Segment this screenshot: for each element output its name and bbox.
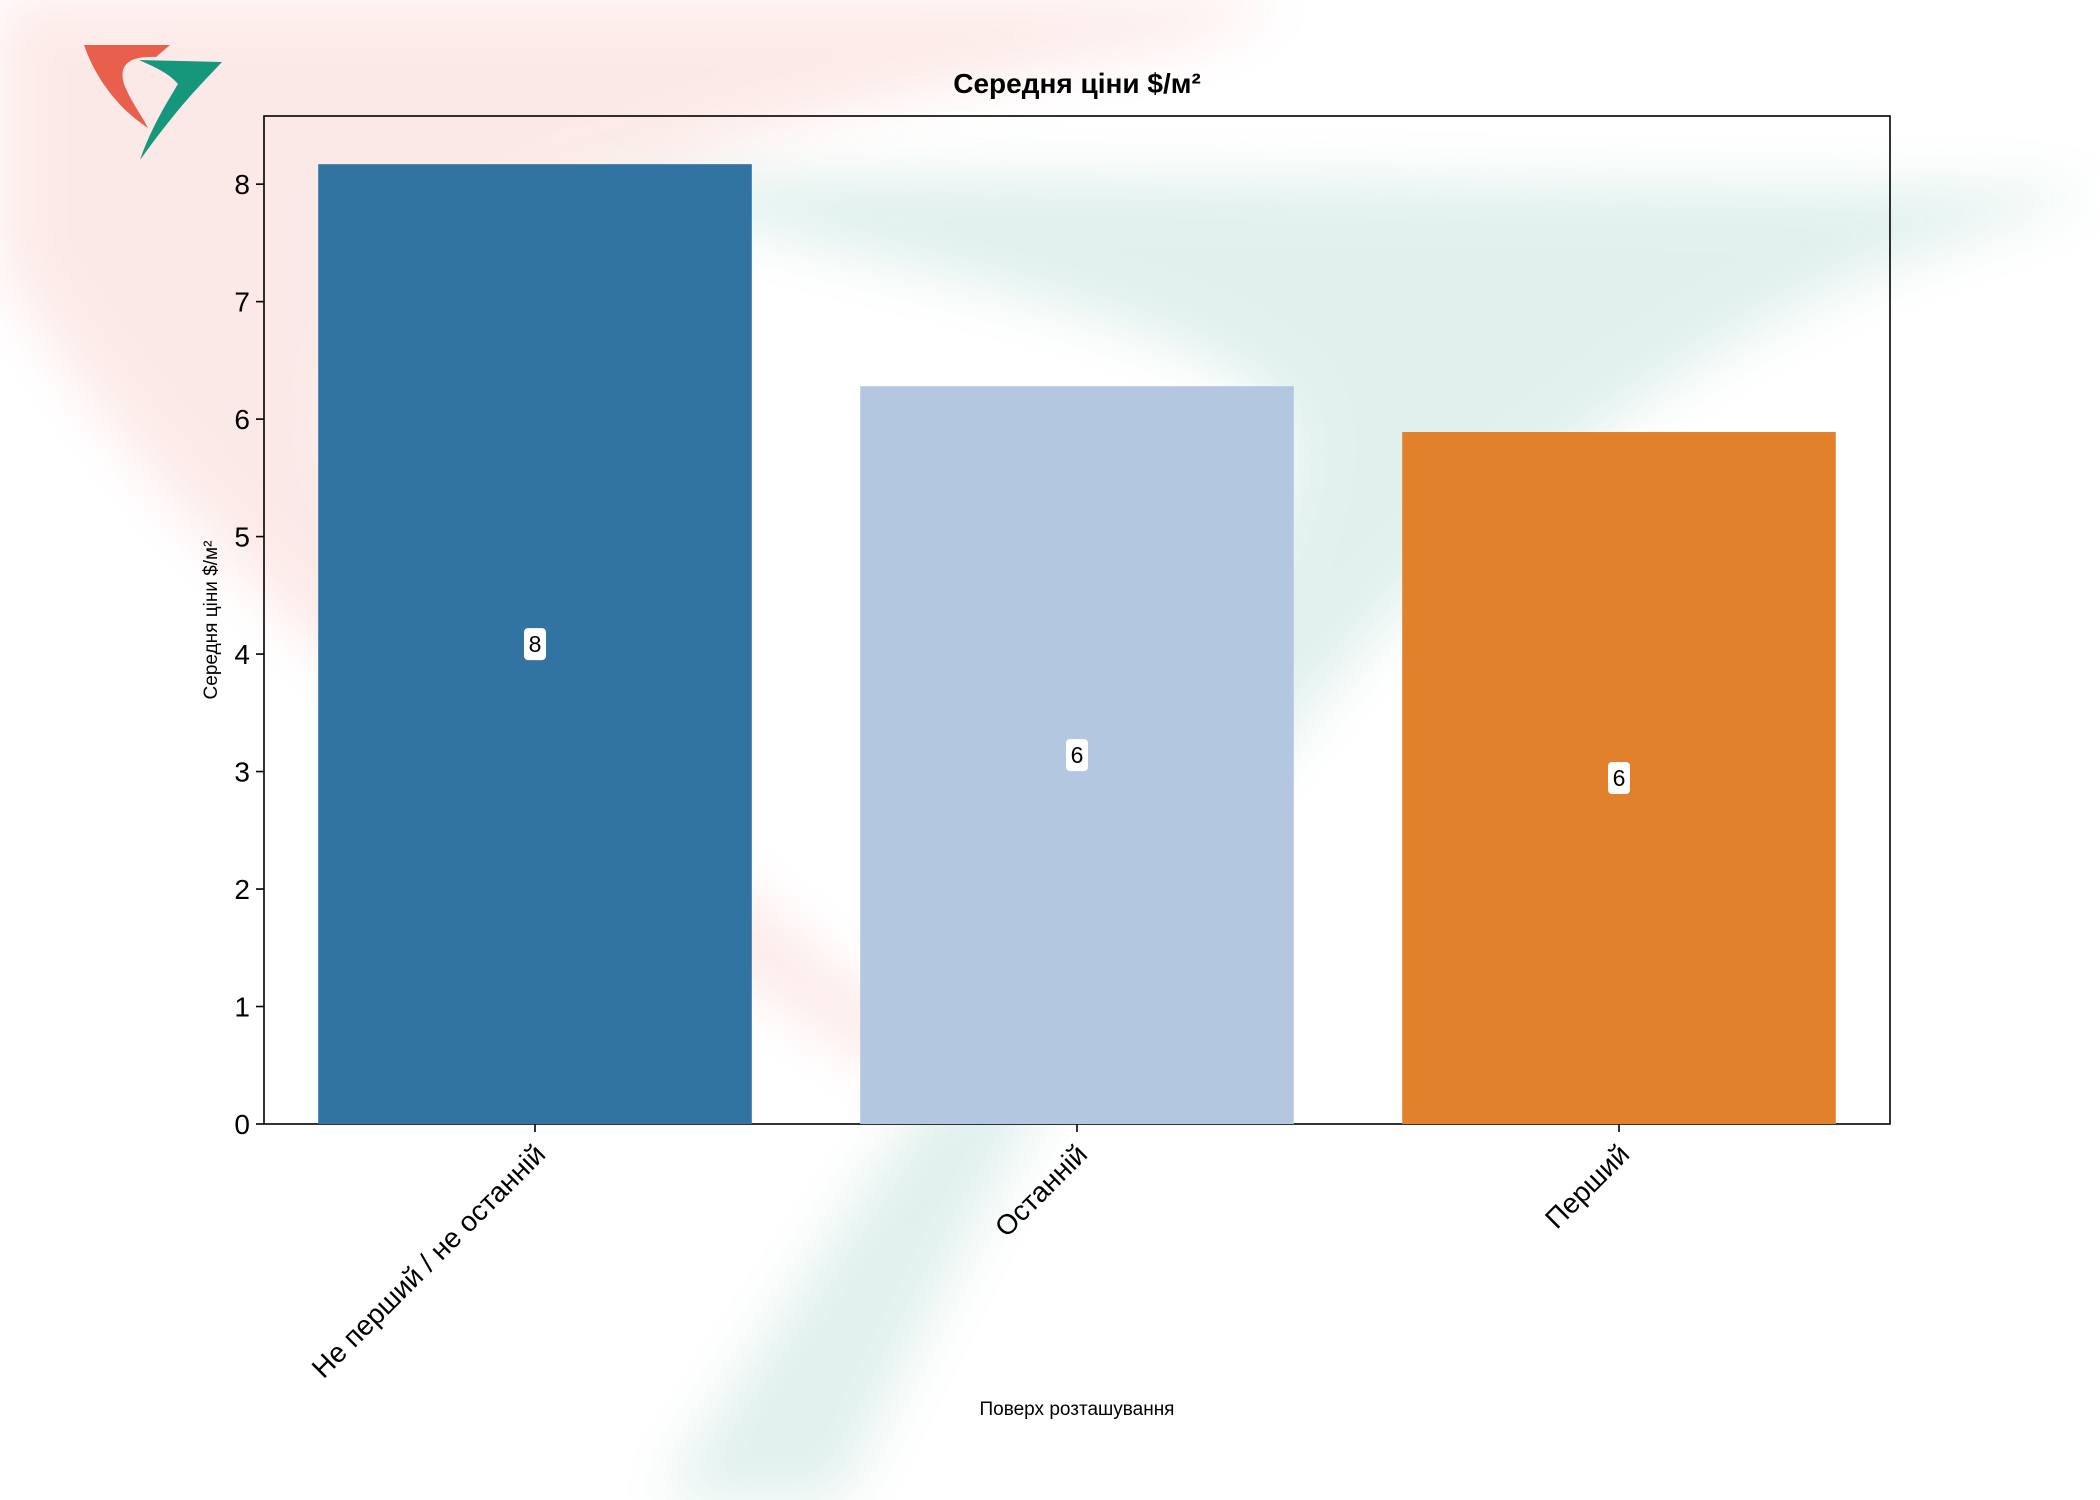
y-tick-label: 7	[234, 287, 250, 318]
y-tick-label: 5	[234, 522, 250, 553]
data-label-box	[1066, 739, 1088, 772]
data-label: 6	[1071, 742, 1084, 768]
x-tick-label: Не перший / не останній	[306, 1138, 552, 1384]
company-logo	[84, 45, 222, 160]
y-axis-ticks: 0 1 2 3 4 5 6 7 8	[234, 169, 264, 1140]
y-tick-label: 8	[234, 169, 250, 200]
y-tick-label: 4	[234, 639, 250, 670]
data-label: 8	[529, 631, 542, 657]
chart-title: Середня ціни $/м²	[953, 68, 1201, 99]
y-tick-label: 1	[234, 992, 250, 1023]
data-label-box	[524, 628, 546, 661]
x-tick-label: Перший	[1539, 1138, 1635, 1234]
logo-green-part	[139, 60, 222, 160]
bars-group: 8 6 6	[318, 164, 1836, 1125]
data-label: 6	[1613, 765, 1626, 791]
data-label-box	[1608, 762, 1630, 795]
x-axis-label: Поверх розташування	[980, 1399, 1175, 1420]
y-tick-label: 2	[234, 874, 250, 905]
logo-red-part	[84, 45, 170, 128]
y-axis-label: Середня ціни $/м²	[201, 541, 222, 700]
y-tick-label: 3	[234, 757, 250, 788]
y-tick-label: 0	[234, 1109, 250, 1140]
watermark-green-stroke	[560, 170, 2100, 1500]
y-tick-label: 6	[234, 404, 250, 435]
